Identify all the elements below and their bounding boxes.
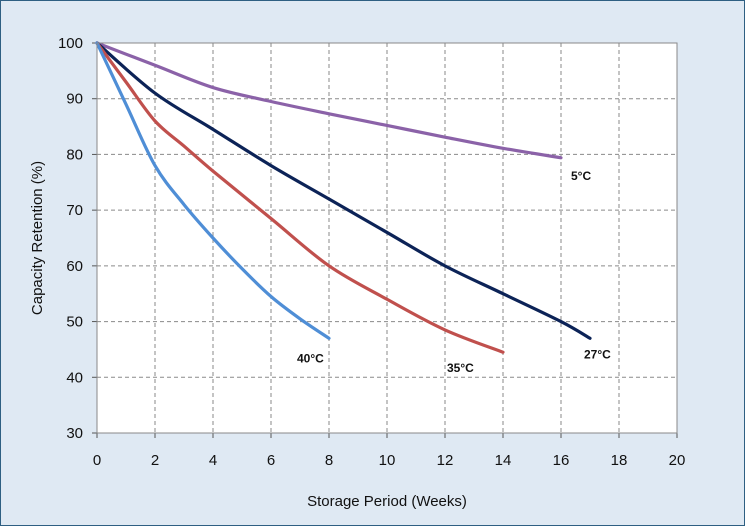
x-tick-label: 6 <box>267 452 275 469</box>
y-tick-label: 60 <box>66 258 83 275</box>
x-tick-label: 18 <box>611 452 628 469</box>
series-label-3: 40°C <box>297 351 324 365</box>
series-label-1: 27°C <box>584 347 611 361</box>
x-tick-label: 4 <box>209 452 217 469</box>
series-label-2: 35°C <box>447 361 474 375</box>
y-tick-label: 30 <box>66 425 83 442</box>
x-tick-label: 12 <box>437 452 454 469</box>
x-tick-label: 8 <box>325 452 333 469</box>
x-tick-label: 16 <box>553 452 570 469</box>
y-tick-label: 40 <box>66 369 83 386</box>
x-tick-label: 20 <box>669 452 686 469</box>
series-label-0: 5°C <box>571 169 591 183</box>
y-tick-label: 90 <box>66 91 83 108</box>
x-axis-title: Storage Period (Weeks) <box>307 493 467 510</box>
x-tick-label: 14 <box>495 452 512 469</box>
x-tick-label: 10 <box>379 452 396 469</box>
y-tick-label: 50 <box>66 314 83 331</box>
y-tick-label: 80 <box>66 146 83 163</box>
x-tick-label: 0 <box>93 452 101 469</box>
y-tick-label: 70 <box>66 202 83 219</box>
y-tick-label: 100 <box>58 35 83 52</box>
y-axis-title: Capacity Retention (%) <box>29 161 46 315</box>
x-tick-label: 2 <box>151 452 159 469</box>
